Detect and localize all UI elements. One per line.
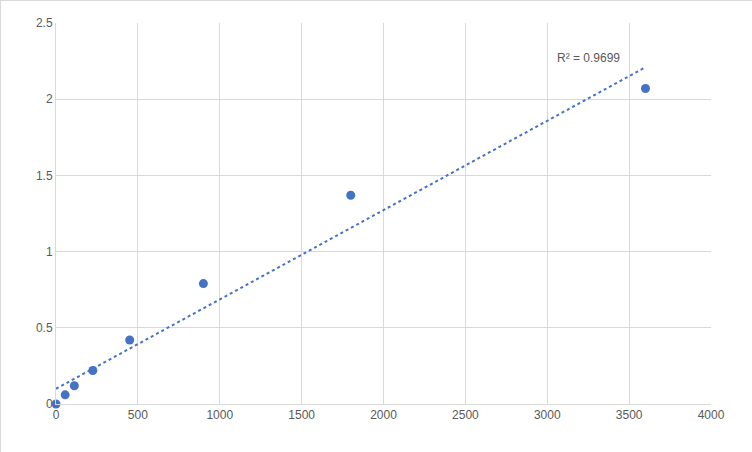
- svg-text:0.5: 0.5: [36, 321, 53, 335]
- svg-text:0: 0: [53, 408, 60, 422]
- svg-text:2000: 2000: [370, 408, 397, 422]
- svg-text:1000: 1000: [206, 408, 233, 422]
- svg-text:2: 2: [46, 92, 53, 106]
- svg-text:1: 1: [46, 245, 53, 259]
- svg-text:2.5: 2.5: [36, 16, 53, 30]
- svg-text:500: 500: [128, 408, 148, 422]
- svg-text:0: 0: [46, 397, 53, 411]
- svg-text:1500: 1500: [288, 408, 315, 422]
- svg-text:1.5: 1.5: [36, 169, 53, 183]
- svg-text:3500: 3500: [616, 408, 643, 422]
- svg-text:2500: 2500: [452, 408, 479, 422]
- svg-text:R² = 0.9699: R² = 0.9699: [557, 51, 620, 65]
- svg-text:3000: 3000: [534, 408, 561, 422]
- svg-text:4000: 4000: [698, 408, 725, 422]
